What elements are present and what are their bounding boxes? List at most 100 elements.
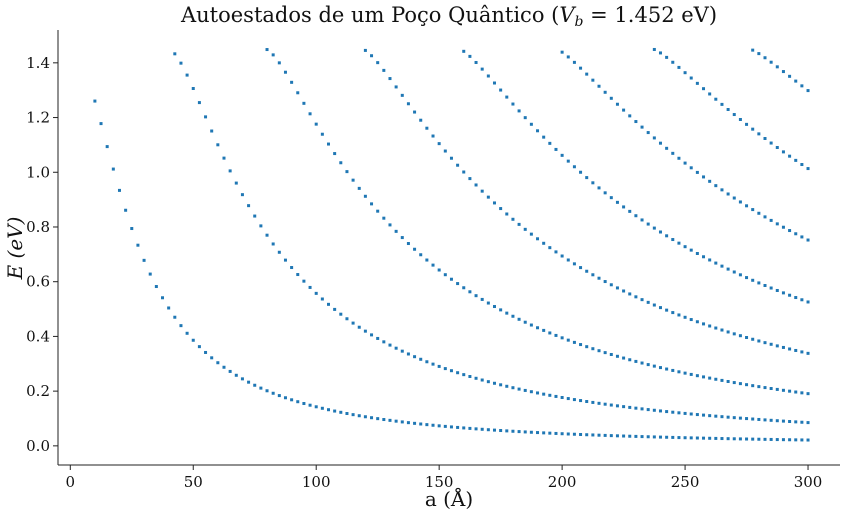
data-point [204, 350, 208, 354]
data-point [529, 430, 533, 434]
data-point [259, 386, 263, 390]
data-point [388, 77, 392, 81]
data-point [320, 406, 324, 410]
data-point [757, 211, 761, 215]
data-point [443, 273, 447, 277]
data-point [449, 369, 453, 373]
data-point [788, 293, 792, 297]
data-point [161, 296, 165, 300]
data-point [456, 163, 460, 167]
data-point [492, 81, 496, 85]
data-point [99, 122, 103, 126]
y-tick-label: 1.4 [26, 54, 50, 72]
data-point [462, 373, 466, 377]
data-point [572, 60, 576, 64]
data-point [689, 436, 693, 440]
data-point [370, 333, 374, 337]
data-point [634, 359, 638, 363]
data-point [671, 368, 675, 372]
x-tick-label: 200 [548, 473, 577, 491]
data-point [277, 250, 281, 254]
data-point [585, 400, 589, 404]
data-point [511, 102, 515, 106]
data-point [579, 432, 583, 436]
data-point [800, 391, 804, 395]
data-point [794, 420, 798, 424]
data-point [775, 344, 779, 348]
data-point [646, 131, 650, 135]
x-tick-label: 0 [66, 473, 76, 491]
data-point [536, 237, 540, 241]
data-point [652, 303, 656, 307]
data-point [615, 200, 619, 204]
data-point [800, 163, 804, 167]
data-point [376, 336, 380, 340]
data-point [781, 345, 785, 349]
data-point [732, 416, 736, 420]
data-point [806, 438, 810, 442]
data-point [726, 267, 730, 271]
data-point [492, 305, 496, 309]
data-point [363, 329, 367, 333]
data-point [394, 346, 398, 350]
data-point [622, 205, 626, 209]
data-point [757, 417, 761, 421]
data-point [499, 383, 503, 387]
data-point [345, 170, 349, 174]
plot-area [93, 47, 810, 442]
data-point [505, 384, 509, 388]
data-point [658, 306, 662, 310]
data-point [745, 383, 749, 387]
data-point [609, 283, 613, 287]
data-point [800, 84, 804, 88]
data-point [382, 418, 386, 422]
data-point [634, 214, 638, 218]
data-point [523, 116, 527, 120]
data-point [806, 300, 810, 304]
data-point [788, 74, 792, 78]
y-tick-label: 1.0 [26, 163, 50, 181]
data-point [763, 215, 767, 219]
data-point [548, 331, 552, 335]
data-point [689, 412, 693, 416]
data-point [523, 388, 527, 392]
data-point [683, 245, 687, 249]
data-point [486, 380, 490, 384]
data-point [585, 269, 589, 273]
data-point [695, 81, 699, 85]
data-point [757, 437, 761, 441]
data-point [603, 191, 607, 195]
data-point [419, 118, 423, 122]
data-point [769, 141, 773, 145]
data-point [560, 153, 564, 157]
data-point [560, 396, 564, 400]
y-tick-label: 0.2 [26, 382, 50, 400]
data-point [615, 354, 619, 358]
data-point [714, 97, 718, 101]
y-tick-label: 0.6 [26, 273, 50, 291]
data-point [542, 135, 546, 139]
data-point [579, 343, 583, 347]
data-point [677, 436, 681, 440]
data-point [302, 101, 306, 105]
data-point [677, 156, 681, 160]
data-point [671, 311, 675, 315]
data-point [443, 149, 447, 153]
data-point [437, 364, 441, 368]
data-point [800, 235, 804, 239]
data-point [794, 79, 798, 83]
data-point [726, 108, 730, 111]
data-point [253, 214, 257, 218]
data-point [314, 405, 318, 409]
data-point [431, 423, 435, 427]
data-point [93, 99, 97, 103]
data-point [370, 202, 374, 206]
data-point [702, 436, 706, 440]
data-point [634, 406, 638, 410]
data-point [400, 93, 404, 97]
data-point [708, 258, 712, 262]
data-point [800, 350, 804, 354]
data-point [751, 337, 755, 341]
data-point [757, 132, 761, 136]
